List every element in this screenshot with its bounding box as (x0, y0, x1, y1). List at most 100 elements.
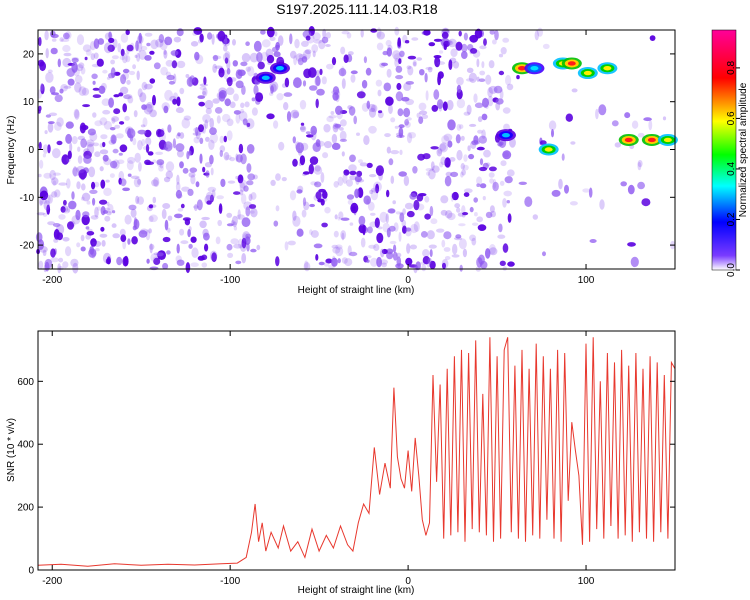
spectrogram-blob (443, 133, 453, 142)
spectrogram-blob (187, 188, 194, 196)
spectrogram-blob (379, 62, 386, 68)
spectrogram-blob (209, 117, 214, 129)
spectrogram-blob (436, 228, 445, 233)
spectrogram-blob (325, 32, 331, 39)
spectrogram-blob (161, 102, 170, 111)
spectrogram-blob (176, 96, 181, 107)
spectrogram-blob (367, 226, 373, 234)
spectrogram-blob (166, 250, 171, 255)
spectrogram-blob (348, 106, 356, 116)
spectrogram-blob (66, 178, 71, 189)
spectrogram-blob (398, 124, 405, 129)
spectrogram-blob (75, 209, 81, 221)
spectrogram-blob (130, 175, 140, 179)
spectrogram-blob (232, 39, 236, 46)
spectrogram-blob (63, 199, 67, 206)
spectrogram-blob (337, 216, 341, 221)
spectrogram-blob (223, 135, 227, 143)
spectrogram-blob (350, 74, 356, 83)
spectrogram-blob (80, 246, 86, 252)
spectrogram-blob (92, 142, 100, 147)
spectrogram-blob (476, 146, 485, 151)
spectrogram-blob (471, 237, 477, 246)
spectrogram-blob (493, 85, 503, 94)
spectrogram-blob (470, 48, 478, 54)
spectrogram-blob (202, 91, 207, 96)
spectrogram-blob (332, 92, 339, 101)
spectrogram-blob (405, 257, 413, 266)
spectrogram-blob (122, 239, 127, 250)
spectrogram-blob (376, 256, 382, 268)
spectrogram-blob (162, 262, 169, 270)
spectrogram-blob (313, 243, 323, 249)
spectrogram-blob (242, 233, 249, 244)
spectral-feature-core (583, 70, 592, 76)
spectrogram-blob (468, 72, 477, 84)
spectrogram-blob (81, 192, 91, 202)
spectrogram-blob (324, 206, 331, 214)
spectrogram-blob (214, 65, 223, 69)
spectrogram-blob (495, 98, 504, 105)
spectrogram-blob (118, 92, 124, 97)
spectrogram-blob (125, 29, 130, 36)
spectrogram-blob (81, 214, 90, 226)
spectrogram-blob (196, 199, 203, 211)
spectrogram-blob (404, 40, 410, 44)
spectrogram-blob (195, 181, 200, 188)
spectrogram-blob (298, 53, 307, 60)
spectrogram-blob (398, 231, 402, 242)
spectrogram-blob (39, 246, 48, 253)
spectrogram-blob (398, 126, 404, 138)
spectrogram-blob (315, 98, 319, 109)
spectrogram-blob (627, 242, 636, 247)
spectrogram-blob (360, 237, 366, 248)
spectrogram-blob (641, 198, 651, 207)
spectrogram-blob (498, 53, 504, 58)
spectrogram-blob (406, 210, 415, 218)
spectrogram-blob (90, 53, 96, 61)
spectrogram-blob (97, 38, 105, 45)
spectrogram-blob (423, 29, 431, 36)
spectrogram-blob (199, 137, 204, 144)
spectrogram-blob (83, 155, 92, 164)
spectrogram-blob (386, 146, 391, 154)
spectrogram-blob (270, 85, 274, 94)
spectrogram-blob (312, 32, 321, 41)
spectrogram-blob (149, 243, 153, 254)
spectrogram-blob (148, 228, 152, 234)
spectrogram-blob (197, 39, 203, 44)
spectrogram-blob (439, 50, 444, 54)
spectrogram-blob (356, 132, 360, 136)
spectrogram-blob (226, 130, 233, 141)
spectrogram-blob (224, 57, 229, 64)
spectrogram-blob (247, 66, 255, 77)
spectrogram-blob (245, 233, 252, 239)
spectrogram-blob (346, 179, 353, 187)
spectrogram-blob (54, 121, 62, 131)
spectrogram-blob (416, 57, 423, 61)
spectrogram-blob (250, 248, 257, 253)
spectrogram-blob (167, 124, 172, 133)
spectrogram-blob (203, 232, 210, 241)
spectrogram-blob (418, 102, 427, 111)
spectrogram-blob (165, 161, 175, 172)
spectrogram-blob (331, 142, 341, 150)
spectrogram-blob (455, 234, 462, 239)
spectrogram-blob (292, 136, 296, 144)
spectrogram-blob (287, 240, 296, 246)
spectrogram-blob (45, 72, 54, 83)
spectrogram-blob (115, 133, 124, 139)
spectrogram-blob (202, 87, 208, 97)
spectrogram-blob (205, 107, 212, 115)
spectrogram-blob (205, 136, 210, 142)
spectrogram-blob (168, 80, 175, 85)
spectrogram-blob (614, 142, 621, 148)
spectrogram-blob (341, 257, 348, 264)
spectrogram-blob (142, 117, 148, 128)
spectrogram-blob (203, 76, 207, 85)
spectrogram-blob (358, 159, 363, 164)
spectrogram-blob (340, 230, 347, 240)
spectrogram-blob (377, 226, 383, 230)
spectrogram-blob (482, 97, 489, 108)
spectrogram-blob (127, 238, 131, 245)
